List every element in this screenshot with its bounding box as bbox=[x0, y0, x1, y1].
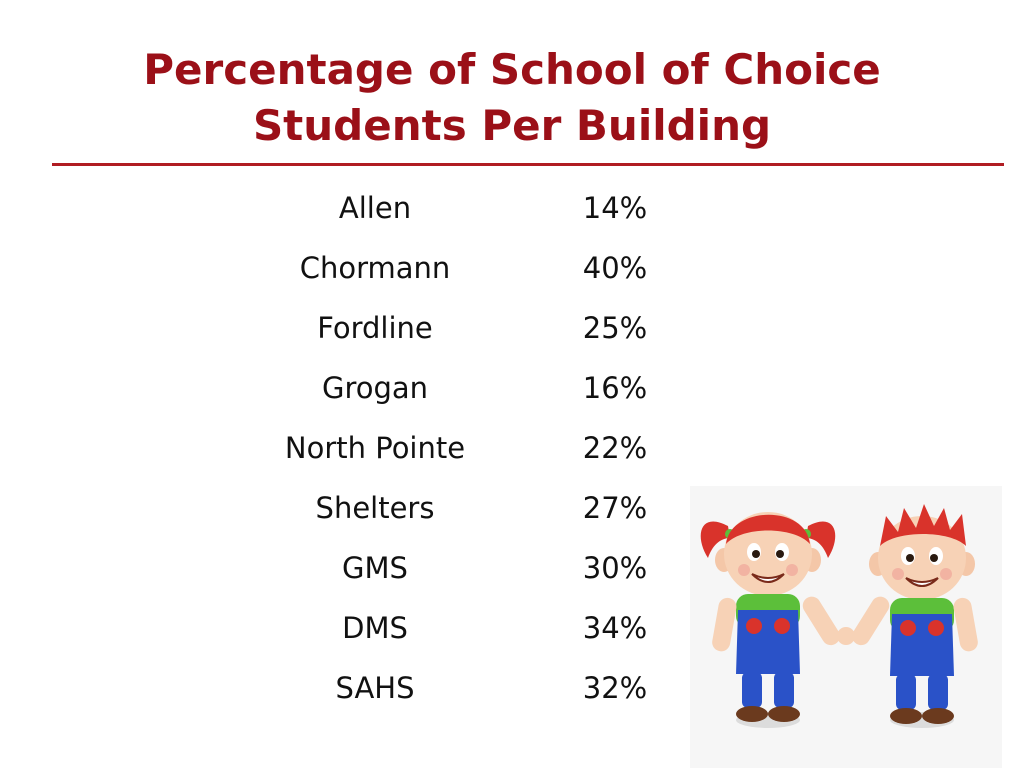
twin-children-holding-hands-icon bbox=[690, 486, 1002, 768]
title-line-1: Percentage of School of Choice bbox=[143, 45, 881, 94]
building-percent: 27% bbox=[582, 491, 648, 525]
building-percent: 25% bbox=[582, 311, 648, 345]
building-name: North Pointe bbox=[284, 431, 466, 465]
joined-hands bbox=[837, 627, 855, 645]
building-percent: 30% bbox=[582, 551, 648, 585]
building-name: DMS bbox=[342, 611, 408, 645]
building-percent: 40% bbox=[582, 251, 648, 285]
title-divider bbox=[52, 163, 1004, 166]
table-row: GMS 30% bbox=[230, 538, 730, 598]
table-row: SAHS 32% bbox=[230, 658, 730, 718]
building-name: SAHS bbox=[335, 671, 415, 705]
building-percent: 34% bbox=[582, 611, 648, 645]
building-name: Allen bbox=[338, 191, 412, 225]
building-percentage-table: Allen 14% Chormann 40% Fordline 25% Grog… bbox=[230, 178, 730, 718]
building-name: Fordline bbox=[317, 311, 433, 345]
slide-title: Percentage of School of Choice Students … bbox=[40, 42, 984, 154]
table-row: North Pointe 22% bbox=[230, 418, 730, 478]
building-percent: 22% bbox=[582, 431, 648, 465]
building-name: Grogan bbox=[321, 371, 429, 405]
table-row: Chormann 40% bbox=[230, 238, 730, 298]
building-percent: 16% bbox=[582, 371, 648, 405]
building-name: Chormann bbox=[299, 251, 451, 285]
table-row: DMS 34% bbox=[230, 598, 730, 658]
title-line-2: Students Per Building bbox=[252, 101, 772, 150]
building-name: Shelters bbox=[315, 491, 435, 525]
table-row: Shelters 27% bbox=[230, 478, 730, 538]
building-name: GMS bbox=[342, 551, 408, 585]
building-percent: 32% bbox=[582, 671, 648, 705]
building-percent: 14% bbox=[582, 191, 648, 225]
girl-figure bbox=[700, 512, 840, 722]
table-row: Allen 14% bbox=[230, 178, 730, 238]
boy-figure bbox=[852, 504, 978, 724]
table-row: Grogan 16% bbox=[230, 358, 730, 418]
table-row: Fordline 25% bbox=[230, 298, 730, 358]
